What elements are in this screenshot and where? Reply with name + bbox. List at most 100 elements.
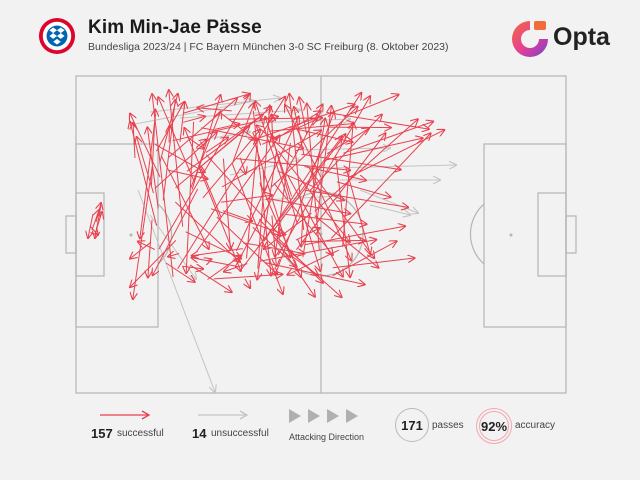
successful-pass-arrow: [296, 133, 385, 251]
successful-pass-arrow: [285, 213, 367, 224]
successful-pass-arrow: [274, 112, 334, 276]
successful-pass-arrow: [272, 134, 346, 232]
header: Kim Min-Jae Pässe Bundesliga 2023/24 | F…: [0, 0, 640, 70]
successful-pass-arrow: [179, 102, 185, 142]
fc-bayern-crest-icon: [38, 17, 76, 55]
unsuccessful-pass-arrow: [137, 189, 215, 392]
successful-pass-arrow: [165, 262, 195, 282]
successful-pass-arrow: [259, 240, 377, 262]
passes-label: passes: [432, 420, 464, 431]
unsuccessful-pass-arrow: [369, 204, 410, 215]
successful-pass-arrow: [168, 169, 208, 179]
successful-pass-arrow: [232, 103, 254, 163]
unsuccessful-arrow-icon: [198, 410, 249, 420]
accuracy-badge: 92%: [476, 408, 512, 444]
unsuccessful-label: unsuccessful: [211, 428, 269, 439]
successful-pass-arrow: [186, 121, 195, 273]
successful-pass-arrow: [186, 115, 263, 172]
successful-pass-arrow: [192, 248, 243, 256]
successful-pass-arrow: [277, 150, 350, 242]
successful-pass-arrow: [263, 93, 361, 242]
pitch-lines: [65, 75, 577, 394]
successful-pass-arrow: [314, 119, 418, 212]
successful-pass-arrow: [250, 105, 354, 142]
accuracy-label: accuracy: [515, 420, 556, 431]
successful-pass-arrow: [329, 127, 391, 128]
successful-pass-arrow: [304, 226, 406, 246]
successful-pass-arrow: [336, 181, 391, 197]
successful-pass-arrow: [133, 165, 153, 299]
page-subtitle: Bundesliga 2023/24 | FC Bayern München 3…: [88, 41, 449, 53]
successful-pass-arrow: [222, 158, 230, 250]
successful-pass-arrow: [343, 122, 433, 154]
successful-pass-arrow: [174, 201, 240, 262]
page-title: Kim Min-Jae Pässe: [88, 17, 262, 38]
successful-pass-arrow: [257, 126, 293, 158]
successful-pass-arrow: [191, 95, 220, 190]
successful-pass-arrow: [252, 226, 297, 266]
successful-pass-arrow: [324, 138, 423, 161]
successful-pass-arrow: [130, 240, 177, 287]
successful-pass-arrow: [299, 204, 320, 271]
successful-pass-arrows: [88, 90, 444, 299]
successful-pass-arrow: [140, 114, 157, 238]
successful-pass-arrow: [183, 94, 250, 114]
attacking-direction-label: Attacking Direction: [289, 432, 365, 442]
successful-pass-arrow: [246, 138, 258, 259]
successful-pass-arrow: [332, 258, 415, 269]
successful-label: successful: [117, 428, 164, 439]
successful-pass-arrow: [277, 170, 344, 201]
opta-brand-text: Opta: [553, 23, 610, 51]
passes-count-badge: 171: [395, 408, 429, 442]
successful-pass-arrow: [295, 228, 320, 241]
successful-pass-arrow: [197, 108, 232, 111]
successful-pass-arrow: [169, 90, 184, 227]
successful-pass-arrow: [160, 155, 209, 249]
successful-pass-arrow: [153, 188, 199, 275]
successful-pass-arrow: [152, 94, 174, 278]
successful-pass-arrow: [183, 116, 205, 123]
successful-pass-arrow: [189, 264, 232, 292]
successful-pass-arrow: [196, 135, 280, 252]
successful-pass-arrow: [130, 241, 152, 258]
successful-pass-arrow: [168, 98, 237, 158]
successful-pass-arrow: [240, 157, 246, 174]
successful-pass-arrow: [168, 254, 180, 257]
successful-pass-arrow: [205, 154, 280, 236]
successful-pass-arrow: [154, 143, 205, 172]
successful-arrow-icon: [100, 410, 151, 420]
successful-pass-arrow: [266, 197, 351, 213]
successful-pass-arrow: [89, 225, 98, 235]
successful-pass-arrow: [192, 258, 238, 267]
unsuccessful-count: 14: [192, 426, 207, 441]
successful-pass-arrow: [213, 274, 283, 280]
successful-pass-arrow: [301, 240, 364, 241]
successful-pass-arrow: [133, 123, 135, 159]
opta-logo-icon: [512, 21, 548, 57]
successful-pass-arrow: [304, 166, 367, 181]
unsuccessful-pass-arrow: [129, 101, 255, 126]
legend: 157 successful 14 unsuccessful Attacking…: [0, 400, 640, 480]
successful-pass-arrow: [185, 231, 241, 259]
successful-count: 157: [91, 426, 113, 441]
successful-pass-arrow: [263, 169, 264, 192]
successful-pass-arrow: [202, 130, 260, 199]
successful-pass-arrow: [137, 137, 154, 194]
successful-pass-arrow: [262, 119, 317, 145]
successful-pass-arrow: [299, 97, 308, 134]
unsuccessful-pass-arrow: [299, 148, 390, 150]
successful-pass-arrow: [94, 212, 102, 235]
successful-pass-arrow: [242, 242, 304, 254]
successful-pass-arrow: [216, 216, 278, 274]
successful-pass-arrow: [245, 278, 250, 288]
successful-pass-arrow: [309, 115, 382, 191]
successful-pass-arrow: [150, 110, 155, 187]
successful-pass-arrow: [221, 113, 256, 140]
successful-pass-arrow: [273, 182, 333, 255]
successful-pass-arrow: [130, 122, 158, 226]
successful-pass-arrow: [148, 219, 153, 278]
successful-pass-arrow: [348, 130, 444, 178]
attacking-direction-icon: [289, 409, 358, 423]
successful-pass-arrow: [316, 106, 332, 225]
